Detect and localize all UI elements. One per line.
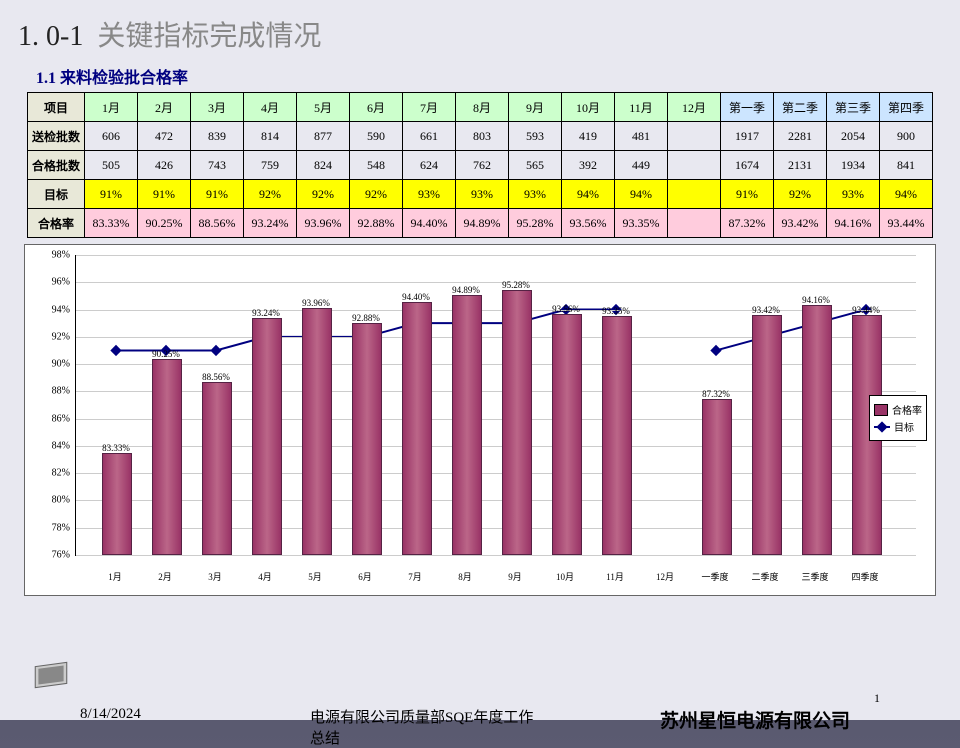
data-table: 项目1月2月3月4月5月6月7月8月9月10月11月12月第一季第二季第三季第四… [27,92,933,238]
title-text: 关键指标完成情况 [97,21,321,52]
legend-bar-label: 合格率 [892,402,922,417]
legend-line-label: 目标 [894,419,914,434]
footer-page: 1 [874,691,880,706]
subtitle: 1.1 来料检验批合格率 [0,64,960,92]
footer-title: 电源有限公司质量部SQE年度工作总结 [310,706,540,748]
logo-icon [30,654,72,696]
footer-date: 8/14/2024 [80,706,141,723]
title-number: 1. 0-1 [18,21,83,52]
chart-legend: 合格率 目标 [869,395,927,441]
chart-plot: 83.33%90.25%88.56%93.24%93.96%92.88%94.4… [75,255,916,556]
chart-container: 83.33%90.25%88.56%93.24%93.96%92.88%94.4… [24,244,936,596]
